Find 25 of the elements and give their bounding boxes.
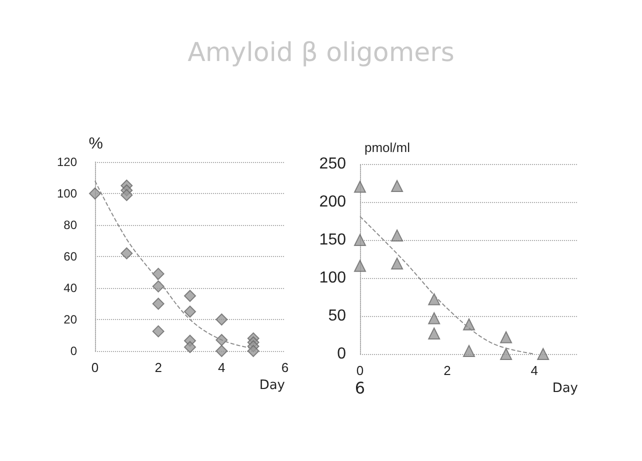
x-tick-label: 0 — [91, 360, 99, 375]
y-tick-label: 50 — [328, 308, 346, 324]
x-tick-label: 2 — [444, 363, 451, 378]
y-tick-label: 40 — [64, 281, 78, 295]
x-tick-label: 0 — [356, 363, 364, 378]
x-tick-label: 6 — [281, 360, 289, 375]
y-tick-label: 200 — [319, 194, 346, 210]
y-axis-title: pmol/ml — [364, 140, 410, 155]
y-tick-label: 0 — [70, 344, 78, 358]
y-tick-label: 150 — [319, 232, 346, 248]
x-tick-label: 4 — [530, 363, 538, 378]
y-tick-label: 250 — [319, 156, 346, 172]
y-tick-label: 0 — [337, 346, 346, 362]
x-axis-title: Day — [552, 381, 578, 396]
y-tick-label: 100 — [56, 186, 78, 200]
y-tick-label: 20 — [64, 312, 78, 326]
y-tick-label: 120 — [56, 155, 78, 169]
y-tick-label: 100 — [319, 270, 346, 286]
x-tick-label: 4 — [218, 360, 226, 375]
y-axis-title: % — [88, 136, 103, 152]
y-tick-label: 80 — [64, 218, 78, 232]
x-axis-title: Day — [259, 378, 286, 393]
x-tick-label: 2 — [154, 360, 162, 375]
y-tick-label: 60 — [64, 250, 78, 264]
text: 6 — [354, 378, 366, 398]
